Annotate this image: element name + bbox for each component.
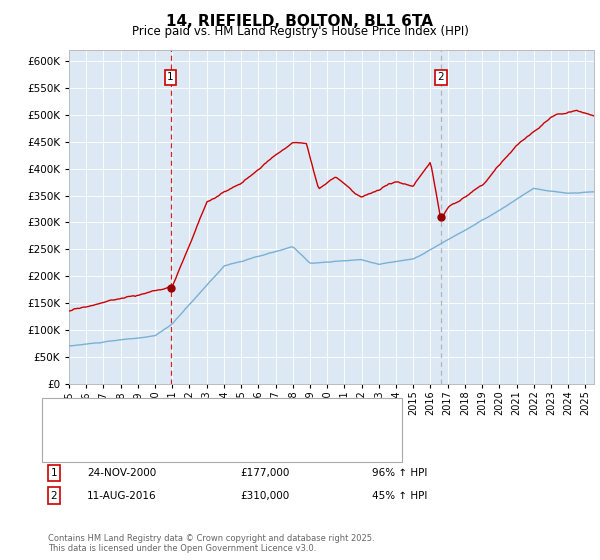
Text: 1: 1 bbox=[167, 72, 174, 82]
Text: ─────: ───── bbox=[57, 436, 91, 446]
Text: 45% ↑ HPI: 45% ↑ HPI bbox=[372, 491, 427, 501]
Text: 1: 1 bbox=[50, 468, 58, 478]
Text: £177,000: £177,000 bbox=[240, 468, 289, 478]
Text: HPI: Average price, detached house, Bolton: HPI: Average price, detached house, Bolt… bbox=[93, 436, 320, 446]
Text: 11-AUG-2016: 11-AUG-2016 bbox=[87, 491, 157, 501]
Text: 14, RIEFIELD, BOLTON, BL1 6TA: 14, RIEFIELD, BOLTON, BL1 6TA bbox=[167, 14, 433, 29]
Text: £310,000: £310,000 bbox=[240, 491, 289, 501]
Text: 2: 2 bbox=[437, 72, 444, 82]
Text: 2: 2 bbox=[50, 491, 58, 501]
Text: Contains HM Land Registry data © Crown copyright and database right 2025.
This d: Contains HM Land Registry data © Crown c… bbox=[48, 534, 374, 553]
Text: Price paid vs. HM Land Registry's House Price Index (HPI): Price paid vs. HM Land Registry's House … bbox=[131, 25, 469, 38]
Text: 24-NOV-2000: 24-NOV-2000 bbox=[87, 468, 156, 478]
Text: 96% ↑ HPI: 96% ↑ HPI bbox=[372, 468, 427, 478]
Text: ─────: ───── bbox=[57, 413, 91, 423]
Text: 14, RIEFIELD, BOLTON, BL1 6TA (detached house): 14, RIEFIELD, BOLTON, BL1 6TA (detached … bbox=[93, 413, 350, 423]
